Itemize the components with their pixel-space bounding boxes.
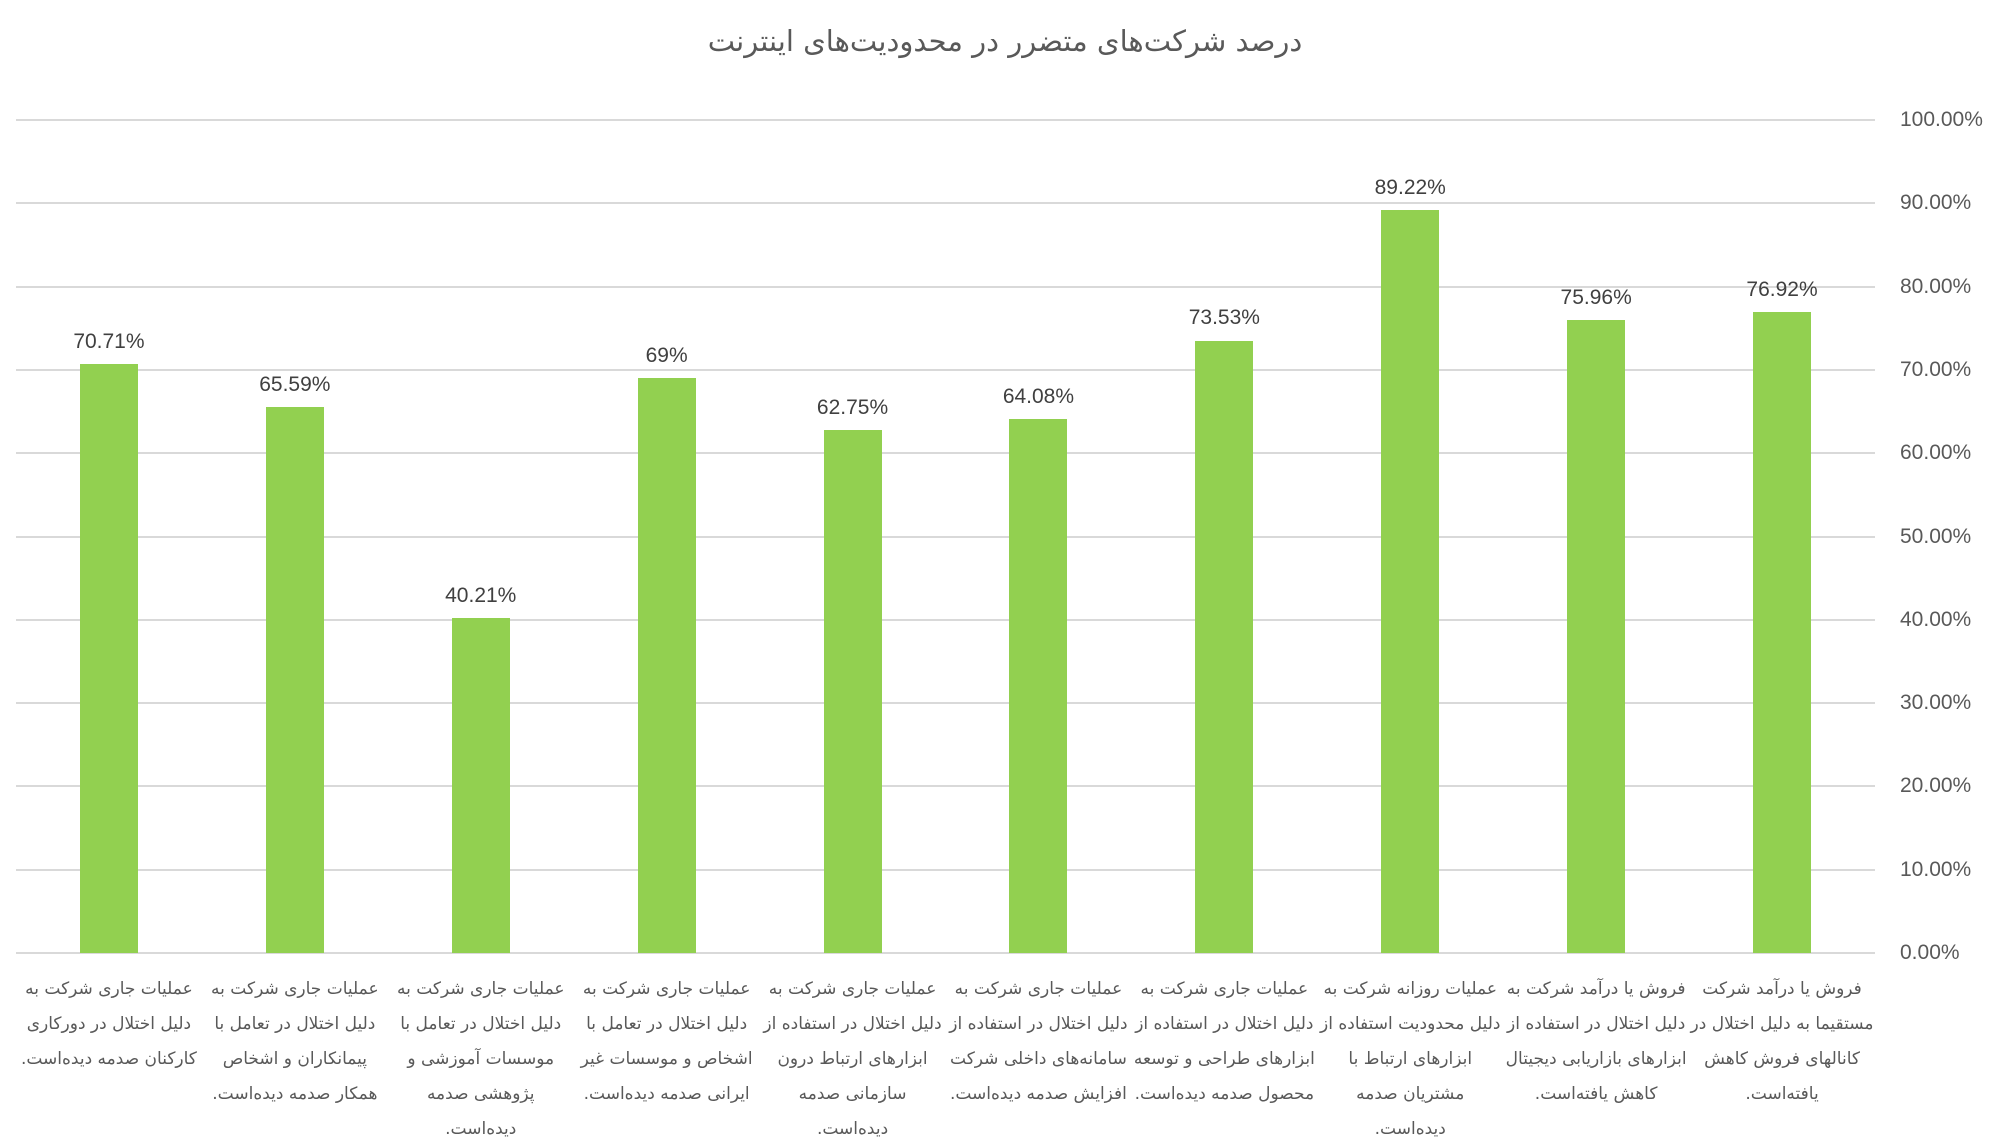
y-tick-label: 50.00% — [1900, 524, 1972, 548]
x-category-label: عملیات جاری شرکت به دلیل اختلال در استفا… — [949, 979, 1128, 1104]
gridline — [16, 952, 1875, 954]
plot-area: 70.71% 65.59% 40.21% 69% 62.75% 64.08% 73.53% 8… — [16, 119, 1875, 954]
gridline — [16, 119, 1875, 121]
gridline — [16, 618, 1875, 621]
y-tick-label: 70.00% — [1900, 357, 1972, 381]
bar — [1381, 209, 1440, 953]
gridline — [16, 452, 1875, 455]
bar — [1753, 312, 1812, 953]
gridline — [16, 285, 1875, 288]
bar-value-label: 89.22% — [1374, 175, 1446, 199]
gridline — [16, 868, 1875, 871]
bar — [265, 406, 324, 953]
bar-value-label: 73.53% — [1188, 306, 1260, 330]
y-tick-label: 60.00% — [1900, 441, 1972, 465]
bar — [79, 364, 138, 953]
y-tick-label: 0.00% — [1900, 941, 1960, 964]
gridline — [16, 368, 1875, 371]
x-category-label: عملیات جاری شرکت به دلیل اختلال در دورکا… — [20, 979, 197, 1069]
y-tick-label: 10.00% — [1900, 857, 1972, 881]
x-category-label: عملیات جاری شرکت به دلیل اختلال در تعامل… — [580, 979, 753, 1104]
bar-value-label: 65.59% — [259, 372, 331, 396]
bar — [1567, 320, 1626, 953]
x-category-label: فروش یا درآمد شرکت مستقیما به دلیل اختلا… — [1690, 979, 1874, 1104]
y-tick-label: 30.00% — [1900, 691, 1972, 715]
gridline — [16, 785, 1875, 788]
chart-title: درصد شرکت‌های متضرر در محدودیت‌های اینتر… — [707, 24, 1303, 58]
gridline — [16, 702, 1875, 705]
bar-value-label: 76.92% — [1746, 278, 1818, 302]
x-category-label: عملیات جاری شرکت به دلیل اختلال در استفا… — [1133, 979, 1315, 1104]
y-tick-label: 80.00% — [1900, 274, 1972, 298]
x-category-label: عملیات جاری شرکت به دلیل اختلال در تعامل… — [211, 979, 379, 1104]
bar-value-label: 62.75% — [816, 396, 889, 420]
gridline — [16, 202, 1875, 205]
x-category-label: فروش یا درآمد شرکت به دلیل اختلال در است… — [1505, 979, 1687, 1104]
y-tick-label: 90.00% — [1900, 191, 1972, 215]
bar-value-label: 64.08% — [1002, 385, 1075, 409]
bar-value-label: 70.71% — [73, 329, 145, 353]
gridline — [16, 535, 1875, 538]
bar — [1195, 340, 1254, 953]
x-category-label: عملیات روزانه شرکت به دلیل محدودیت استفا… — [1320, 979, 1501, 1139]
bar-value-label: 40.21% — [445, 584, 517, 608]
bar — [637, 378, 696, 953]
x-category-label: عملیات جاری شرکت به دلیل اختلال در استفا… — [763, 979, 942, 1139]
y-tick-label: 100.00% — [1900, 108, 1983, 131]
bar-value-label: 69% — [645, 344, 688, 368]
x-category-label: عملیات جاری شرکت به دلیل اختلال در تعامل… — [396, 979, 565, 1139]
bar-value-label: 75.96% — [1560, 286, 1632, 310]
bar — [1009, 419, 1068, 953]
y-tick-label: 40.00% — [1900, 607, 1972, 631]
bar — [451, 618, 510, 953]
bar — [823, 430, 882, 953]
y-tick-label: 20.00% — [1900, 774, 1972, 798]
